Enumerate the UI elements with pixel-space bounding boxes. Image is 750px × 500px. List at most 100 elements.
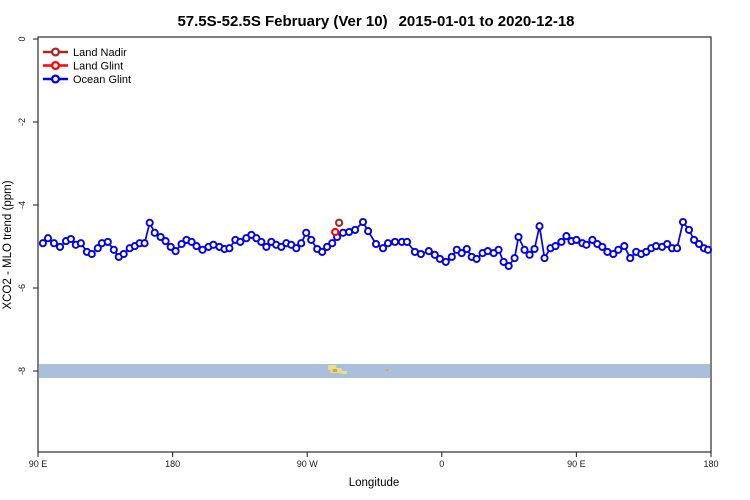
x-tick-label: 180 xyxy=(703,459,718,469)
data-point-ocean-glint xyxy=(87,249,96,259)
data-point-ocean-glint xyxy=(703,245,713,254)
data-point-ocean-glint xyxy=(620,242,629,251)
data-point-ocean-glint xyxy=(673,244,682,253)
data-point-ocean-glint xyxy=(572,235,581,244)
data-point-ocean-glint xyxy=(49,239,59,248)
data-point-ocean-glint xyxy=(588,235,597,244)
data-point-ocean-glint xyxy=(642,247,651,256)
legend-marker-icon xyxy=(50,47,61,57)
x-tick-label: 180 xyxy=(165,459,180,469)
data-point-ocean-glint xyxy=(472,254,481,263)
data-point-ocean-glint xyxy=(504,261,513,271)
data-point-ocean-glint xyxy=(416,249,425,259)
data-point-ocean-glint xyxy=(297,239,306,248)
data-point-ocean-glint xyxy=(457,249,466,258)
x-tick-label: 0 xyxy=(439,459,444,469)
data-point-ocean-glint xyxy=(171,247,180,256)
data-point-ocean-glint xyxy=(103,237,112,246)
legend-marker-icon xyxy=(50,60,61,71)
data-point-ocean-glint xyxy=(390,237,400,246)
chart-title-dates: 2015-01-01 to 2020-12-18 xyxy=(399,13,575,30)
data-point-ocean-glint xyxy=(257,237,266,246)
data-point-ocean-glint xyxy=(494,245,503,254)
data-point-ocean-glint xyxy=(663,239,672,249)
data-point-ocean-glint xyxy=(557,237,566,246)
data-point-ocean-glint xyxy=(447,252,456,261)
map-strip xyxy=(39,364,710,378)
y-tick-label: -2 xyxy=(17,118,27,126)
data-point-ocean-glint xyxy=(55,242,65,251)
data-point-ocean-glint xyxy=(236,237,245,246)
data-point-ocean-glint xyxy=(43,234,53,243)
data-point-ocean-glint xyxy=(551,242,560,251)
data-point-ocean-glint xyxy=(225,244,234,253)
x-axis-ticks: 90 E 180 90 W 0 90 E 180 xyxy=(29,452,719,469)
data-point-ocean-glint xyxy=(323,242,332,251)
data-point-ocean-glint xyxy=(562,232,571,241)
plot-box xyxy=(37,36,712,453)
series-land-nadir xyxy=(334,218,344,227)
data-point-ocean-glint xyxy=(166,242,175,251)
data-point-ocean-glint xyxy=(351,225,360,234)
data-point-land-nadir xyxy=(334,218,344,227)
data-point-ocean-glint xyxy=(262,242,271,251)
map-strip-land-patch xyxy=(341,371,347,374)
y-tick-label: 0 xyxy=(17,36,27,41)
map-strip-land-patch xyxy=(328,365,337,370)
data-point-ocean-glint xyxy=(371,239,381,249)
data-point-ocean-glint xyxy=(76,239,85,248)
data-point-ocean-glint xyxy=(93,244,102,253)
legend-item-ocean-glint: Ocean Glint xyxy=(43,74,131,86)
data-point-ocean-glint xyxy=(598,242,607,251)
y-tick-label: -6 xyxy=(17,284,27,292)
legend-label: Ocean Glint xyxy=(73,74,131,86)
data-point-ocean-glint xyxy=(302,228,311,237)
data-point-ocean-glint xyxy=(582,240,591,249)
legend-label: Land Glint xyxy=(73,61,123,73)
data-point-ocean-glint xyxy=(292,244,301,253)
chart-title-region: 57.5S-52.5S February (Ver 10) xyxy=(177,13,387,30)
x-tick-label: 90 W xyxy=(297,459,319,469)
map-strip-land-patch xyxy=(386,369,389,371)
data-point-ocean-glint xyxy=(462,244,471,254)
plot-border xyxy=(37,36,712,453)
data-point-ocean-glint xyxy=(307,235,316,244)
data-point-ocean-glint xyxy=(402,237,412,246)
legend-item-land-glint: Land Glint xyxy=(43,61,123,73)
data-point-ocean-glint xyxy=(614,245,623,254)
data-point-ocean-glint xyxy=(328,239,337,248)
data-point-ocean-glint xyxy=(678,217,688,227)
y-axis-ticks: 0 -2 -4 -6 -8 xyxy=(17,36,38,375)
data-point-ocean-glint xyxy=(119,249,128,259)
map-strip-ocean xyxy=(39,364,710,378)
y-axis-title: XCO2 - MLO trend (ppm) xyxy=(2,180,14,309)
data-point-ocean-glint xyxy=(378,244,388,253)
data-point-ocean-glint xyxy=(318,247,327,256)
data-point-ocean-glint xyxy=(161,237,170,246)
data-point-ocean-glint xyxy=(530,244,539,254)
data-point-land-glint xyxy=(331,227,340,237)
data-point-ocean-glint xyxy=(499,257,508,266)
data-point-ocean-glint xyxy=(626,254,635,263)
data-point-ocean-glint xyxy=(364,227,373,236)
data-point-ocean-glint xyxy=(514,232,523,242)
data-point-ocean-glint xyxy=(510,254,519,263)
data-point-ocean-glint xyxy=(187,237,196,246)
x-axis-title: Longitude xyxy=(349,477,400,489)
data-point-ocean-glint xyxy=(383,239,393,248)
data-point-ocean-glint xyxy=(441,257,450,266)
series-ocean-glint xyxy=(38,217,713,271)
data-point-ocean-glint xyxy=(520,245,529,254)
data-point-ocean-glint xyxy=(424,247,433,256)
data-point-ocean-glint xyxy=(535,222,544,231)
y-tick-label: -4 xyxy=(17,201,27,209)
data-point-ocean-glint xyxy=(277,242,286,251)
legend-item-land-nadir: Land Nadir xyxy=(43,47,127,59)
data-point-ocean-glint xyxy=(540,254,549,263)
legend-marker-icon xyxy=(50,74,61,84)
map-strip-land-patch xyxy=(332,369,338,372)
data-point-ocean-glint xyxy=(177,239,186,249)
data-point-ocean-glint xyxy=(609,249,618,259)
data-point-ocean-glint xyxy=(694,239,704,249)
